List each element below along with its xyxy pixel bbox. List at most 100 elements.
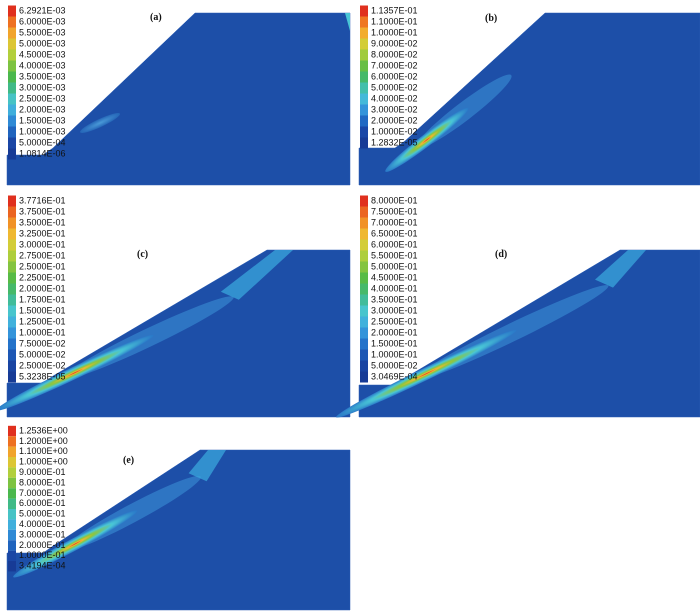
legend-label: 9.0000E-02 xyxy=(371,38,418,48)
legend-label: 6.0000E-01 xyxy=(19,498,66,508)
legend-label: 5.5000E-01 xyxy=(371,250,418,260)
legend-swatch xyxy=(8,137,16,149)
shear-band xyxy=(13,510,138,578)
legend-swatch xyxy=(8,115,16,127)
legend-swatch xyxy=(8,5,16,17)
legend-swatch xyxy=(8,360,16,372)
panel-label: (d) xyxy=(495,249,507,260)
legend-swatch xyxy=(360,60,368,72)
legend-label: 2.0000E-02 xyxy=(371,115,418,125)
legend-label: 3.5000E-01 xyxy=(19,217,66,227)
legend-swatch xyxy=(8,261,16,273)
legend-swatch xyxy=(360,206,368,218)
legend-swatch xyxy=(360,316,368,328)
legend-label: 4.5000E-03 xyxy=(19,49,66,59)
legend-swatch xyxy=(8,457,16,468)
legend-swatch xyxy=(360,272,368,284)
legend-label: 7.5000E-02 xyxy=(19,338,66,348)
legend-label: 3.5000E-03 xyxy=(19,71,66,81)
panel: 6.2921E-036.0000E-035.5000E-035.0000E-03… xyxy=(6,5,351,186)
legend-label: 5.0000E-03 xyxy=(19,38,66,48)
legend-label: 5.0000E-02 xyxy=(19,349,66,359)
legend-label: 6.0000E-01 xyxy=(371,239,418,249)
legend-label: 3.7716E-01 xyxy=(19,195,66,205)
legend-label: 1.2536E+00 xyxy=(19,425,68,435)
legend-label: 1.0000E-01 xyxy=(371,27,418,37)
shear-band xyxy=(336,329,517,418)
legend-label: 2.0000E-01 xyxy=(19,283,66,293)
legend-label: 1.0000E-01 xyxy=(371,349,418,359)
legend-swatch xyxy=(360,115,368,127)
legend-label: 2.0000E-01 xyxy=(371,327,418,337)
legend-swatch xyxy=(8,272,16,284)
legend-swatch xyxy=(8,498,16,509)
legend-label: 2.0000E-01 xyxy=(19,540,66,550)
legend-label: 9.0000E-01 xyxy=(19,467,66,477)
legend-swatch xyxy=(8,316,16,328)
legend-swatch xyxy=(360,126,368,138)
legend-swatch xyxy=(8,540,16,551)
legend-label: 3.0000E-02 xyxy=(371,104,418,114)
legend-label: 5.0000E-01 xyxy=(371,261,418,271)
shear-band xyxy=(0,334,154,411)
legend-swatch xyxy=(360,137,368,149)
legend-swatch xyxy=(360,71,368,83)
legend-swatch xyxy=(360,195,368,207)
legend-swatch xyxy=(8,38,16,50)
legend-label: 5.0000E-02 xyxy=(371,360,418,370)
legend-label: 1.2000E+00 xyxy=(19,436,68,446)
legend-swatch xyxy=(8,195,16,207)
legend-label: 4.0000E-01 xyxy=(371,283,418,293)
legend-swatch xyxy=(8,126,16,138)
legend-swatch xyxy=(360,38,368,50)
legend-swatch xyxy=(8,327,16,339)
legend-swatch xyxy=(8,371,16,383)
legend-swatch xyxy=(8,509,16,520)
legend-swatch xyxy=(8,82,16,94)
slope-body xyxy=(6,249,351,418)
panel-label: (b) xyxy=(485,13,497,24)
legend-label: 1.1000E-01 xyxy=(371,16,418,26)
legend-swatch xyxy=(8,206,16,218)
legend-swatch xyxy=(8,148,16,160)
legend-label: 3.0000E-01 xyxy=(19,239,66,249)
legend-swatch xyxy=(360,294,368,306)
legend-label: 3.5000E-01 xyxy=(371,294,418,304)
legend-swatch xyxy=(8,338,16,350)
legend-label: 7.5000E-01 xyxy=(371,206,418,216)
legend-swatch xyxy=(360,349,368,361)
legend-swatch xyxy=(8,228,16,240)
legend-label: 3.2500E-01 xyxy=(19,228,66,238)
legend-swatch xyxy=(8,217,16,229)
legend-label: 3.7500E-01 xyxy=(19,206,66,216)
legend-swatch xyxy=(360,104,368,116)
legend-label: 6.2921E-03 xyxy=(19,5,66,15)
legend-label: 1.0000E-03 xyxy=(19,126,66,136)
panel-label: (c) xyxy=(137,249,148,260)
legend-swatch xyxy=(360,250,368,262)
legend-swatch xyxy=(360,27,368,39)
panel-label: (a) xyxy=(150,12,162,23)
legend-swatch xyxy=(8,250,16,262)
legend-label: 1.0000E-02 xyxy=(371,126,418,136)
legend-label: 1.0000E-01 xyxy=(19,327,66,337)
legend-swatch xyxy=(8,294,16,306)
legend-label: 3.0000E-01 xyxy=(371,305,418,315)
legend-label: 1.0814E-06 xyxy=(19,148,66,158)
shear-band xyxy=(385,107,469,172)
legend-label: 2.0000E-03 xyxy=(19,104,66,114)
legend-label: 5.3238E-05 xyxy=(19,371,66,381)
legend-swatch xyxy=(360,338,368,350)
legend-swatch xyxy=(8,446,16,457)
legend-label: 2.2500E-01 xyxy=(19,272,66,282)
panel-label: (e) xyxy=(123,455,134,466)
legend-label: 6.0000E-02 xyxy=(371,71,418,81)
legend-label: 1.7500E-01 xyxy=(19,294,66,304)
legend-label: 5.0000E-01 xyxy=(19,509,66,519)
legend-swatch xyxy=(8,425,16,437)
legend-label: 3.0000E-03 xyxy=(19,82,66,92)
legend-swatch xyxy=(360,371,368,383)
corner-spot xyxy=(345,13,350,31)
panel: 1.2536E+001.2000E+001.1000E+001.0000E+00… xyxy=(6,425,351,611)
